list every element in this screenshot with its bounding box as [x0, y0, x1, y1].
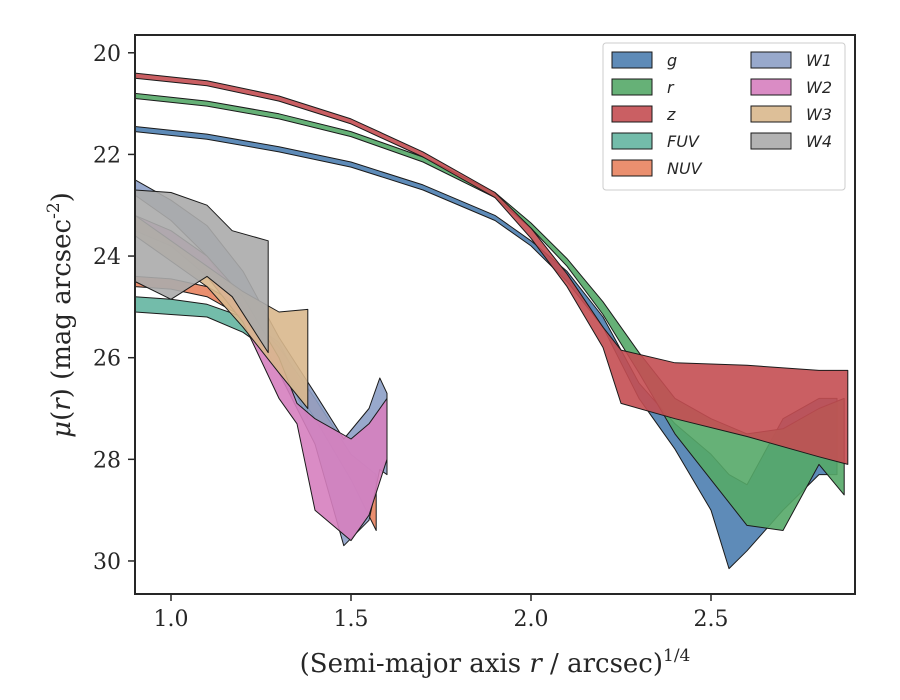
legend: grz FUV NUV W1 W2 W3 W4	[602, 42, 846, 191]
legend-label-w2: W2	[806, 78, 832, 97]
axis-ticks: 1.0 1.5 2.0 2.5 20 22 24 26 28 30	[93, 42, 729, 632]
legend-swatch-w3	[750, 105, 792, 123]
series-areas	[134, 72, 849, 570]
legend-label-g: g	[667, 51, 677, 70]
y-tick-label: 24	[93, 245, 121, 270]
y-tick-label: 20	[93, 42, 121, 67]
legend-swatch-w4	[750, 132, 792, 150]
series-area-w4	[134, 189, 269, 354]
legend-label-z: z	[666, 105, 676, 124]
series-area-z	[134, 72, 849, 465]
x-tick-label: 1.5	[334, 607, 369, 632]
legend-swatch-z	[611, 105, 653, 123]
y-tick-label: 26	[93, 347, 121, 372]
legend-swatch-fuv	[611, 132, 653, 150]
legend-swatch-r	[611, 78, 653, 96]
x-axis-label: (Semi-major axis r / arcsec)1/4	[300, 646, 691, 679]
legend-label-w4: W4	[806, 132, 832, 151]
legend-swatch-nuv	[611, 159, 653, 177]
x-tick-label: 1.0	[154, 607, 189, 632]
y-tick-label: 28	[93, 448, 121, 473]
legend-label-w1: W1	[806, 51, 832, 70]
x-tick-label: 2.0	[514, 607, 549, 632]
legend-swatch-g	[611, 51, 653, 69]
series-area-r	[134, 92, 845, 531]
plot-frame	[134, 34, 856, 595]
x-tick-label: 2.5	[694, 607, 729, 632]
legend-label-nuv: NUV	[667, 159, 703, 178]
y-tick-label: 22	[93, 143, 121, 168]
y-tick-label: 30	[93, 550, 121, 575]
legend-label-fuv: FUV	[667, 132, 700, 151]
legend-label-w3: W3	[806, 105, 832, 124]
legend-label-r: r	[667, 78, 675, 97]
legend-swatch-w1	[750, 51, 792, 69]
legend-swatch-w2	[750, 78, 792, 96]
y-axis-label: μ(r) (mag arcsec-2)	[44, 192, 77, 438]
